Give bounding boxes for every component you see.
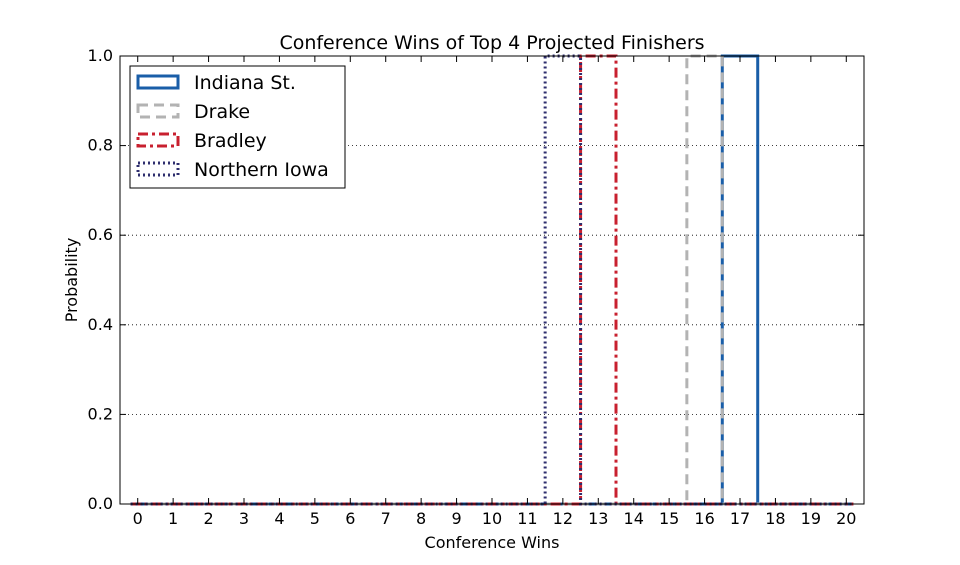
x-tick-label: 5 [310,509,320,528]
x-tick-label: 2 [203,509,213,528]
x-tick-label: 12 [553,509,573,528]
x-tick-label: 1 [168,509,178,528]
y-tick-label: 0.6 [88,225,113,244]
legend-label: Bradley [194,130,267,152]
x-tick-label: 16 [694,509,714,528]
y-tick-label: 0.0 [88,494,113,513]
x-tick-label: 17 [730,509,750,528]
x-tick-label: 9 [451,509,461,528]
x-tick-label: 10 [482,509,502,528]
chart-title: Conference Wins of Top 4 Projected Finis… [279,32,704,54]
x-tick-label: 15 [659,509,679,528]
y-tick-label: 1.0 [88,46,113,65]
legend-label: Indiana St. [194,72,296,94]
legend-label: Drake [194,101,250,123]
y-tick-label: 0.2 [88,404,113,423]
legend-swatch [136,103,180,119]
x-tick-label: 20 [836,509,856,528]
y-tick-label: 0.4 [88,315,113,334]
y-tick-label: 0.8 [88,136,113,155]
legend-swatch [136,74,180,90]
legend-swatch [136,161,180,177]
legend: Indiana St. Drake Bradley Northern Iowa [129,65,346,189]
y-axis: 0.0 0.2 0.4 0.6 0.8 1.0 [88,46,864,513]
x-tick-label: 0 [133,509,143,528]
x-tick-label: 4 [274,509,284,528]
x-tick-label: 8 [416,509,426,528]
x-tick-label: 19 [801,509,821,528]
x-tick-label: 3 [239,509,249,528]
x-axis: 0 1 2 3 4 5 6 7 8 9 10 11 12 13 14 15 16 17 18 19 20 [133,56,856,528]
x-tick-label: 7 [381,509,391,528]
x-tick-label: 11 [517,509,537,528]
x-axis-label: Conference Wins [425,533,560,552]
legend-swatch [136,132,180,148]
legend-label: Northern Iowa [194,159,329,181]
x-tick-label: 13 [588,509,608,528]
x-tick-label: 14 [624,509,644,528]
y-axis-label: Probability [62,238,81,323]
x-tick-label: 6 [345,509,355,528]
x-tick-label: 18 [765,509,785,528]
legend-box [129,65,346,189]
